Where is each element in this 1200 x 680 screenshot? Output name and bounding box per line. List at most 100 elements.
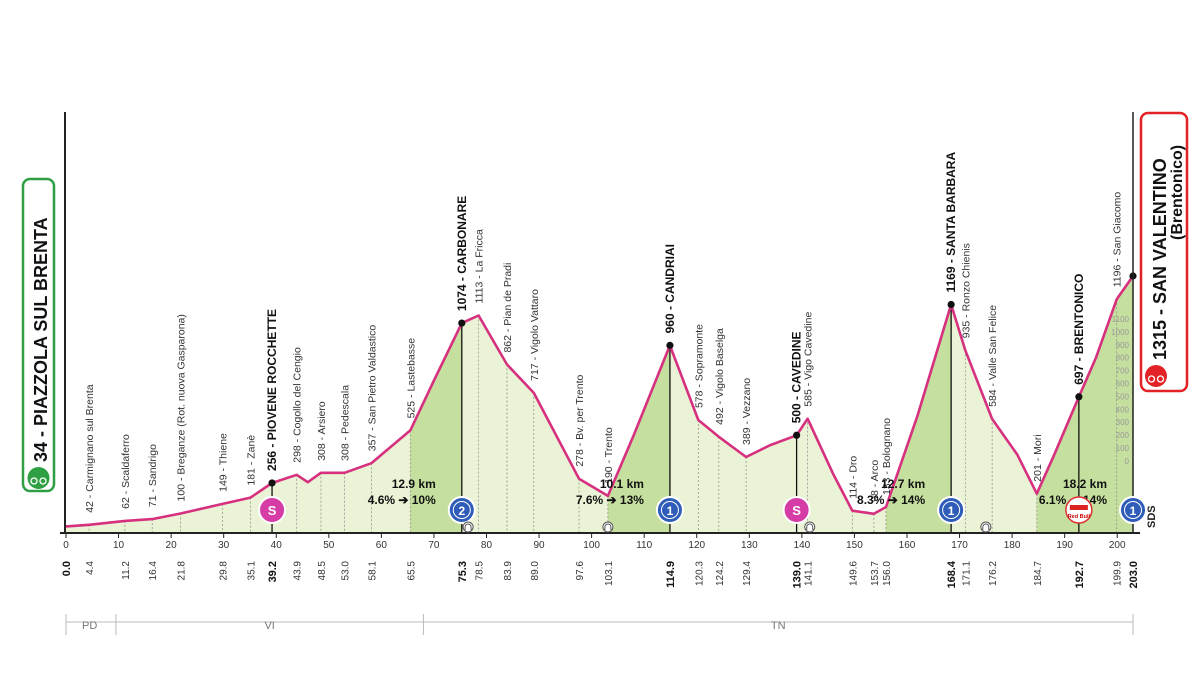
kom-badge-ring-1 bbox=[452, 501, 471, 519]
scale-label-600: 600 bbox=[1116, 380, 1130, 389]
distance-label-10: 48.5 bbox=[317, 561, 328, 581]
km-tick-label-90: 90 bbox=[533, 540, 545, 551]
place-label-9: 308 - Arsiero bbox=[316, 401, 328, 461]
distance-label-19: 103.1 bbox=[604, 561, 615, 586]
km-tick-label-140: 140 bbox=[794, 540, 811, 551]
km-tick-label-160: 160 bbox=[899, 540, 916, 551]
km-tick-label-150: 150 bbox=[846, 540, 863, 551]
place-label-23: 500 - CAVEDINE bbox=[790, 331, 804, 423]
place-label-3: 71 - Sandrigo bbox=[147, 444, 159, 507]
kom-badge-2 bbox=[655, 496, 684, 524]
summit-dot-2 bbox=[458, 319, 466, 327]
place-label-30: 584 - Valle San Felice bbox=[987, 305, 999, 407]
distance-label-28: 156.0 bbox=[882, 561, 893, 586]
kom-category-2: 1 bbox=[667, 504, 674, 518]
place-label-17: 278 - Bv. per Trento bbox=[574, 374, 586, 466]
distance-label-27: 153.7 bbox=[870, 561, 881, 586]
tunnel-arch-4 bbox=[982, 523, 990, 530]
place-label-5: 149 - Thiene bbox=[218, 433, 230, 492]
distance-label-18: 97.6 bbox=[575, 561, 586, 581]
km-tick-label-100: 100 bbox=[583, 540, 600, 551]
profile-line bbox=[65, 275, 1135, 528]
distance-label-3: 11.2 bbox=[121, 561, 132, 580]
region-label-vi: VI bbox=[264, 620, 274, 632]
distance-label-21: 120.3 bbox=[694, 561, 705, 586]
scale-label-100: 100 bbox=[1116, 444, 1130, 453]
scale-label-0: 0 bbox=[1125, 457, 1130, 466]
km-tick-label-70: 70 bbox=[428, 540, 440, 551]
place-label-11: 357 - San Pietro Valdastico bbox=[366, 325, 378, 452]
place-label-33: 1196 - San Giacomo bbox=[1112, 192, 1124, 288]
climb-area-1 bbox=[410, 323, 462, 533]
place-label-21: 492 - Vigolo Baselga bbox=[714, 328, 726, 425]
km-tick-label-120: 120 bbox=[688, 540, 705, 551]
distance-label-1: 0.0 bbox=[61, 561, 73, 576]
distance-label-5: 21.8 bbox=[177, 561, 188, 581]
place-label-7: 256 - PIOVENE ROCCHETTE bbox=[265, 309, 279, 471]
scale-label-400: 400 bbox=[1116, 405, 1130, 414]
place-label-29: 935 - Ronzo Chienis bbox=[960, 243, 972, 338]
finish-sublabel: (Brentonico) bbox=[1169, 145, 1186, 240]
distance-label-32: 184.7 bbox=[1033, 561, 1044, 586]
km-tick-label-10: 10 bbox=[113, 540, 125, 551]
place-label-15: 862 - Pian de Pradi bbox=[502, 263, 514, 353]
km-tick-label-40: 40 bbox=[271, 540, 283, 551]
climb-gradient-1: 4.6% ➔ 10% bbox=[368, 493, 436, 507]
climb-length-1: 12.9 km bbox=[392, 477, 436, 491]
km-tick-label-30: 30 bbox=[218, 540, 230, 551]
distance-label-31: 176.2 bbox=[988, 561, 999, 586]
place-label-10: 308 - Pedescala bbox=[340, 385, 352, 461]
climb-gradient-3: 8.3% ➔ 14% bbox=[857, 493, 925, 507]
distance-label-24: 139.0 bbox=[792, 561, 804, 589]
place-label-26: 98 - Arco bbox=[869, 460, 881, 502]
distance-label-17: 89.0 bbox=[530, 561, 541, 581]
km-tick-label-80: 80 bbox=[481, 540, 493, 551]
place-label-27: 133 - Bolognano bbox=[881, 418, 893, 495]
place-label-1: 42 - Carmignano sul Brenta bbox=[84, 384, 96, 513]
climb-area-2 bbox=[607, 345, 670, 533]
distance-label-22: 124.2 bbox=[715, 561, 726, 586]
distance-label-15: 78.5 bbox=[475, 561, 486, 581]
redbull-text: Red Bull bbox=[1068, 514, 1091, 520]
distance-label-34: 199.9 bbox=[1113, 561, 1124, 586]
tunnel-arch-3 bbox=[806, 523, 814, 530]
place-label-20: 578 - Sopramonte bbox=[693, 324, 705, 408]
scale-label-200: 200 bbox=[1116, 431, 1130, 440]
place-label-22: 389 - Vezzano bbox=[741, 378, 753, 445]
sprint-label-2: S bbox=[792, 503, 801, 518]
tunnel-arch-2 bbox=[604, 523, 612, 530]
scale-label-900: 900 bbox=[1116, 341, 1130, 350]
place-label-18: 190 - Trento bbox=[603, 427, 615, 484]
distance-label-25: 141.1 bbox=[804, 561, 815, 586]
place-label-32: 697 - BRENTONICO bbox=[1072, 274, 1086, 385]
distance-label-23: 129.4 bbox=[742, 561, 753, 586]
tunnel-arch-1 bbox=[464, 523, 472, 530]
km-tick-label-60: 60 bbox=[376, 540, 388, 551]
summit-dot-5 bbox=[947, 300, 955, 309]
km-tick-label-180: 180 bbox=[1004, 540, 1021, 551]
km-tick-label-50: 50 bbox=[323, 540, 335, 551]
distance-label-8: 39.2 bbox=[267, 561, 279, 582]
km-tick-label-170: 170 bbox=[951, 540, 968, 551]
summit-dot-4 bbox=[793, 431, 801, 439]
place-label-28: 1169 - SANTA BARBARA bbox=[944, 152, 958, 293]
sprint-badge-2 bbox=[782, 496, 811, 524]
km-tick-label-130: 130 bbox=[741, 540, 758, 551]
climb-length-3: 12.7 km bbox=[881, 477, 925, 491]
distance-label-4: 16.4 bbox=[148, 561, 159, 581]
distance-label-33: 192.7 bbox=[1074, 561, 1086, 589]
distance-label-13: 65.5 bbox=[406, 561, 417, 581]
km-tick-label-190: 190 bbox=[1056, 540, 1073, 551]
distance-label-11: 53.0 bbox=[341, 561, 352, 581]
distance-label-2: 4.4 bbox=[85, 561, 96, 575]
region-label-pd: PD bbox=[82, 620, 97, 632]
place-label-8: 298 - Cogollo del Cengio bbox=[292, 347, 304, 463]
kom-category-3: 1 bbox=[948, 504, 955, 518]
distance-label-14: 75.3 bbox=[457, 561, 469, 582]
climb-length-4: 18.2 km bbox=[1063, 477, 1107, 491]
climb-area-4 bbox=[1036, 276, 1133, 533]
start-bike-wheel-b bbox=[39, 477, 47, 485]
finish-bike-wheel-a bbox=[1147, 375, 1156, 383]
kom-badge-ring-3 bbox=[942, 501, 961, 519]
finish-label: 1315 - SAN VALENTINO bbox=[1150, 158, 1170, 360]
